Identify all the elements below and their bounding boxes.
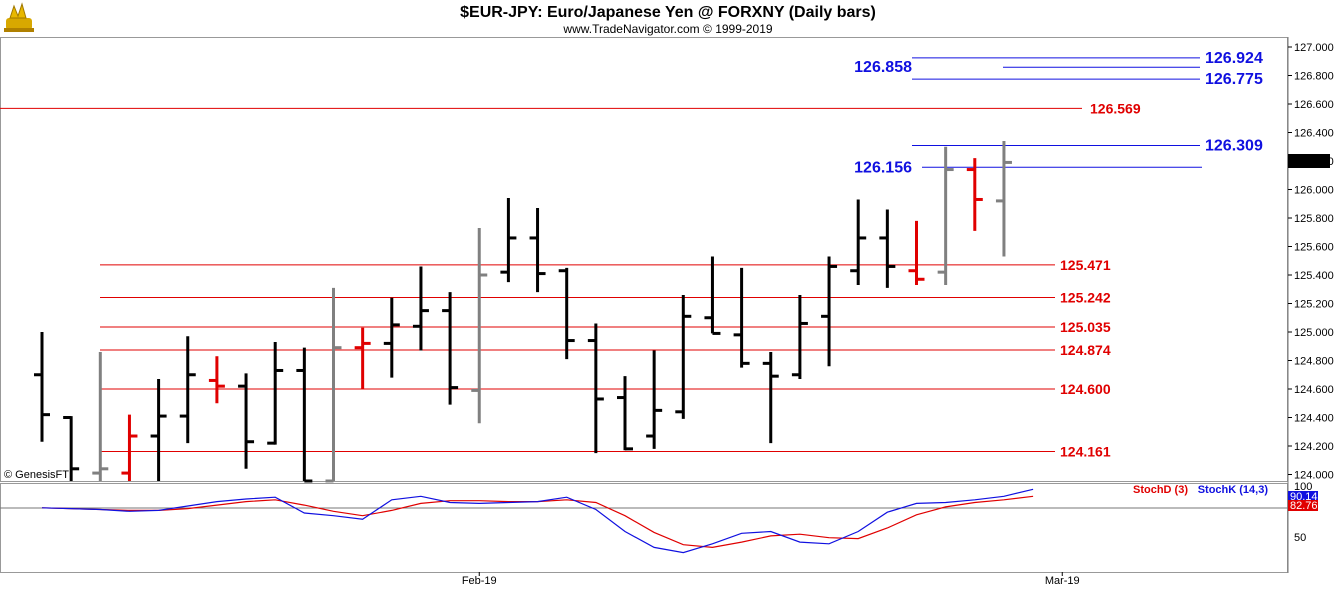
date-tick-label: Feb-19 <box>462 575 497 587</box>
last-price-value: 126.188 <box>1290 156 1330 168</box>
price-tick-label: 124.200 <box>1294 441 1334 453</box>
stochD-last-value: 82.76 <box>1290 500 1318 512</box>
stoch-tick-100: 100 <box>1294 481 1312 493</box>
ohlc-bar <box>558 267 575 360</box>
ohlc-bar <box>587 323 604 454</box>
ohlc-bar <box>937 146 954 285</box>
price-tick-label: 126.600 <box>1294 99 1334 111</box>
ohlc-bar <box>879 209 896 288</box>
stochD-last-flag: 82.76 <box>1288 500 1318 512</box>
last-price-flag: 126.188 <box>1288 154 1330 168</box>
price-tick-label: 126.400 <box>1294 128 1334 140</box>
ohlc-bar <box>267 341 284 445</box>
level-label-125.242: 125.242 <box>1060 290 1111 306</box>
level-label-124.600: 124.600 <box>1060 381 1111 397</box>
price-axis: 127.000126.800126.600126.400126.200126.0… <box>1288 42 1334 482</box>
ohlc-bar <box>791 294 808 380</box>
price-tick-label: 125.800 <box>1294 213 1334 225</box>
ohlc-bar <box>821 256 838 367</box>
level-label-124.874: 124.874 <box>1060 342 1111 358</box>
stochK-legend: StochK (14,3) <box>1198 484 1269 496</box>
level-label-126.156: 126.156 <box>854 159 912 176</box>
level-label-124.161: 124.161 <box>1060 444 1111 460</box>
ohlc-bar <box>762 351 779 444</box>
ohlc-bar <box>500 198 517 283</box>
ohlc-bar <box>850 199 867 285</box>
level-label-125.035: 125.035 <box>1060 319 1111 335</box>
price-tick-label: 127.000 <box>1294 42 1334 54</box>
stochD-legend: StochD (3) <box>1133 484 1188 496</box>
ohlc-bars <box>34 141 1012 483</box>
ohlc-bar <box>675 294 692 419</box>
date-tick-label: Mar-19 <box>1045 575 1080 587</box>
ohlc-bar <box>442 292 459 405</box>
level-label-126.858: 126.858 <box>854 59 912 76</box>
ohlc-bar <box>92 351 109 481</box>
level-label-126.775: 126.775 <box>1205 71 1263 88</box>
ohlc-bar <box>208 356 225 404</box>
price-tick-label: 125.400 <box>1294 270 1334 282</box>
price-tick-label: 124.000 <box>1294 470 1334 482</box>
stoch-panel-frame <box>0 483 1288 573</box>
ohlc-bar <box>733 267 750 368</box>
stoch-tick-50: 50 <box>1294 532 1306 544</box>
ohlc-bar <box>617 376 633 451</box>
chart-subtitle: www.TradeNavigator.com © 1999-2019 <box>562 22 772 36</box>
ohlc-bar <box>34 332 50 442</box>
ohlc-bar <box>179 336 196 444</box>
level-label-126.924: 126.924 <box>1205 50 1263 67</box>
price-tick-label: 124.400 <box>1294 413 1334 425</box>
price-tick-label: 125.200 <box>1294 299 1334 311</box>
price-tick-label: 126.000 <box>1294 185 1334 197</box>
ohlc-bar <box>908 220 925 285</box>
price-tick-label: 125.600 <box>1294 242 1334 254</box>
ohlc-bar <box>63 416 80 481</box>
level-label-125.471: 125.471 <box>1060 257 1111 273</box>
ohlc-bar <box>412 266 429 351</box>
stochD-line <box>41 495 1034 549</box>
logo-icon <box>4 2 34 32</box>
ohlc-bar <box>471 227 488 424</box>
ohlc-bar <box>238 373 255 469</box>
ohlc-bar <box>325 287 342 483</box>
ohlc-bar <box>995 141 1012 257</box>
ohlc-bar <box>296 347 313 483</box>
copyright-label: © GenesisFT <box>4 469 69 481</box>
ohlc-bar <box>646 350 663 449</box>
ohlc-bar <box>354 327 371 389</box>
ohlc-bar <box>121 414 138 481</box>
ohlc-bar <box>150 379 167 481</box>
level-label-126.569: 126.569 <box>1090 100 1141 116</box>
stochastic-panel <box>41 488 1034 554</box>
ohlc-bar <box>383 297 400 378</box>
level-lines: 126.924 126.858 126.775 126.569 126.309 126.1… <box>0 50 1263 460</box>
stochK-line <box>41 488 1034 554</box>
ohlc-bar <box>966 158 983 231</box>
price-tick-label: 125.000 <box>1294 327 1334 339</box>
ohlc-bar <box>704 256 721 335</box>
price-tick-label: 124.800 <box>1294 356 1334 368</box>
level-label-126.309: 126.309 <box>1205 137 1263 154</box>
date-axis: Feb-19 Mar-19 <box>462 572 1080 587</box>
price-tick-label: 124.600 <box>1294 384 1334 396</box>
chart-title: $EUR-JPY: Euro/Japanese Yen @ FORXNY (Da… <box>460 4 876 21</box>
ohlc-bar <box>529 208 546 293</box>
price-tick-label: 126.800 <box>1294 71 1334 83</box>
